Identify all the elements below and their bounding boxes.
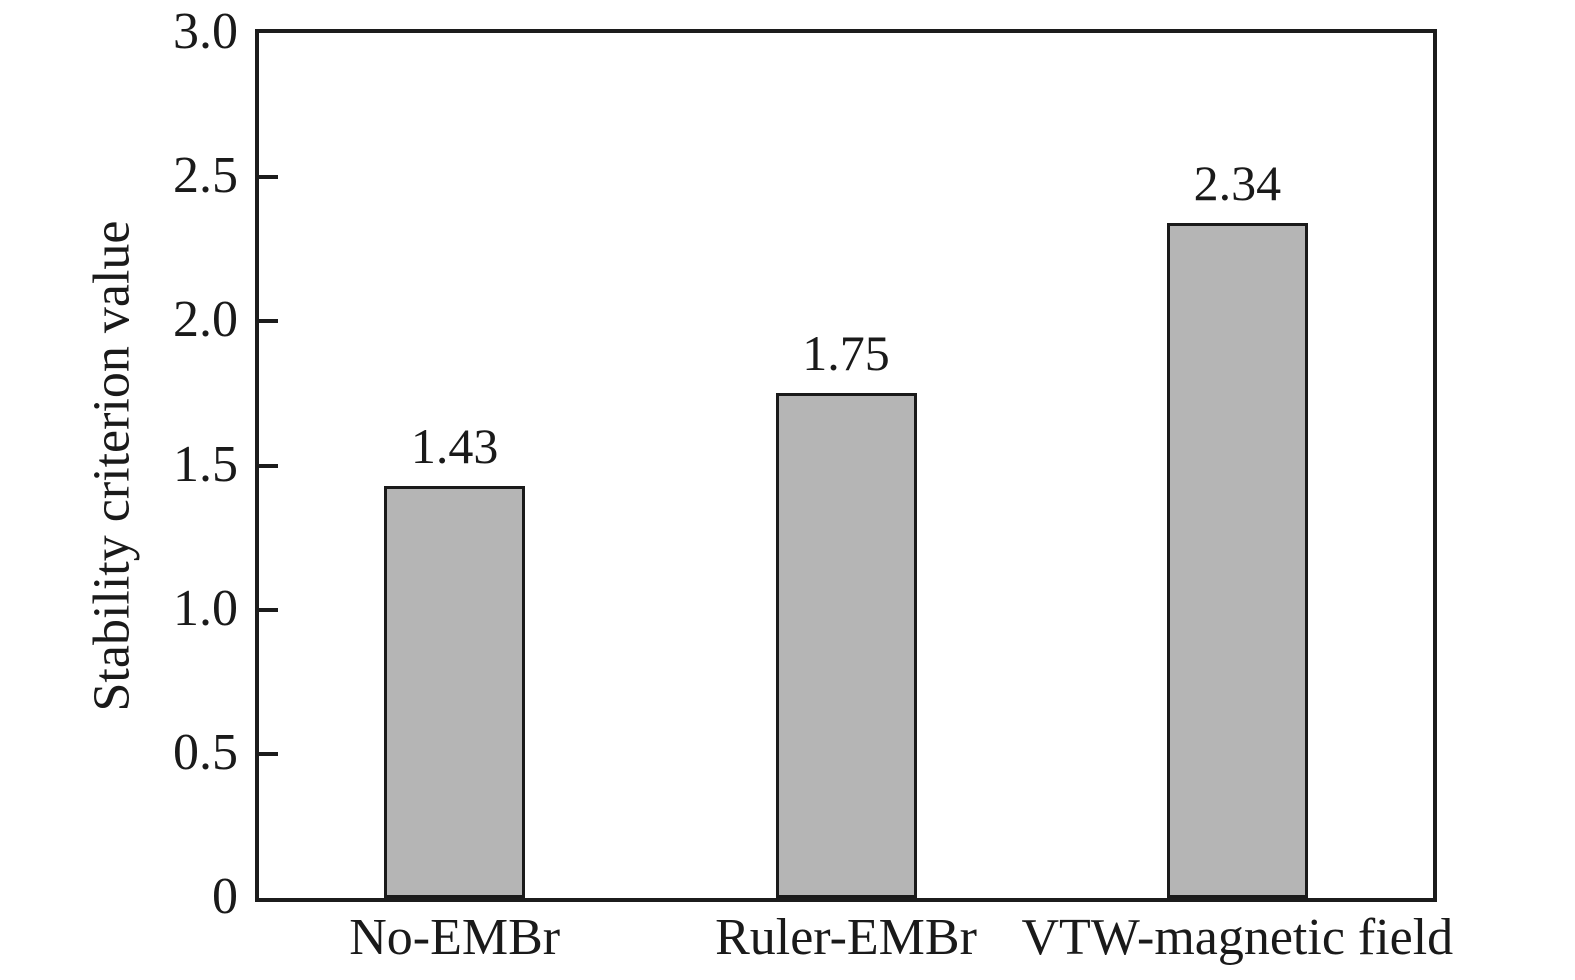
y-tick-label: 2.5 (173, 147, 238, 205)
bar-value-label: 1.43 (410, 418, 499, 474)
y-tick-mark (259, 319, 278, 324)
y-tick-label: 3.0 (173, 2, 238, 60)
y-axis-label: Stability criterion value (83, 220, 141, 712)
y-tick-mark (259, 175, 278, 180)
bar (1167, 223, 1308, 898)
x-category-label: No-EMBr (349, 909, 561, 966)
x-category-label: VTW-magnetic field (1021, 909, 1454, 966)
y-tick-label: 2.0 (173, 291, 238, 349)
y-tick-label: 1.5 (173, 435, 238, 493)
y-tick-label: 0.5 (173, 723, 238, 781)
bar (776, 393, 917, 898)
y-tick-mark (259, 463, 278, 468)
bar-value-label: 1.75 (802, 325, 890, 381)
y-tick-mark (259, 607, 278, 612)
y-tick-label: 1.0 (173, 579, 238, 637)
bar-value-label: 2.34 (1193, 155, 1282, 211)
bar (384, 486, 525, 898)
y-tick-label: 0 (212, 867, 238, 925)
y-tick-mark (259, 751, 278, 756)
x-category-label: Ruler-EMBr (715, 909, 977, 966)
